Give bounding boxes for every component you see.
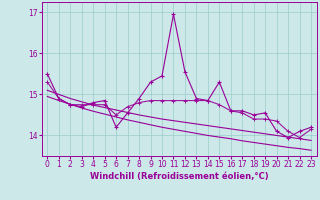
X-axis label: Windchill (Refroidissement éolien,°C): Windchill (Refroidissement éolien,°C)	[90, 172, 268, 181]
